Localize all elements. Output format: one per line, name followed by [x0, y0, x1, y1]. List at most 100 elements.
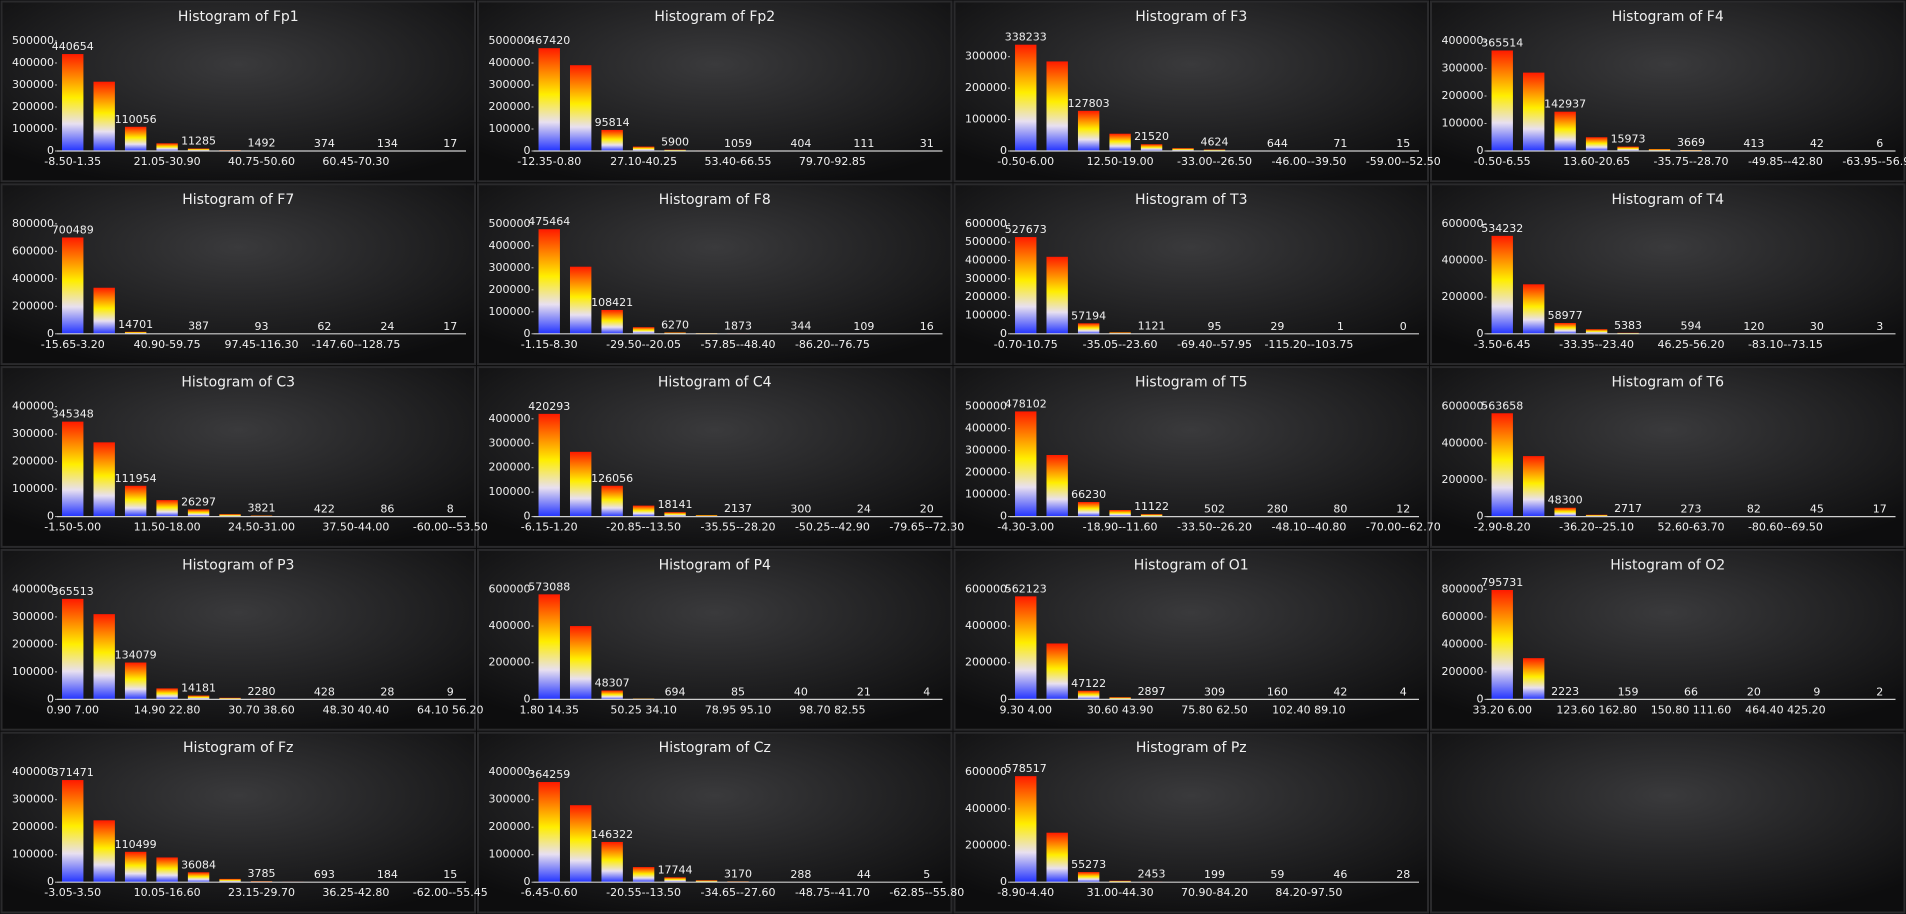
data-label: 3170 — [724, 867, 752, 880]
y-tick-label: 0 — [1000, 510, 1007, 523]
chart-title: Histogram of F7 — [182, 192, 294, 208]
y-tick-label: 400000 — [1442, 253, 1484, 266]
x-tick-label: 14.90 22.80 — [134, 703, 200, 716]
histogram: Histogram of T3 0 100000 200000 300000 400000… — [965, 192, 1419, 351]
y-tick-label: 200000 — [489, 283, 531, 296]
bar — [93, 81, 115, 151]
y-tick-label: 200000 — [12, 100, 54, 113]
y-tick-label: 400000 — [489, 239, 531, 252]
x-tick-label: 13.60-20.65 — [1563, 155, 1630, 168]
bar — [538, 594, 560, 700]
bar — [1015, 411, 1037, 517]
chart-title: Histogram of T4 — [1612, 192, 1725, 208]
data-label: 4 — [923, 685, 930, 698]
x-tick-label: -115.20--103.75 — [1264, 338, 1353, 351]
data-label: 700489 — [52, 223, 94, 236]
y-tick-label: 300000 — [965, 272, 1007, 285]
y-tick-label: 100000 — [489, 305, 531, 318]
x-tick-label: 40.90-59.75 — [134, 338, 201, 351]
x-tick-label: 33.20 6.00 — [1472, 703, 1531, 716]
data-label: 17 — [443, 137, 457, 150]
y-tick-label: 400000 — [489, 765, 531, 778]
bar — [695, 515, 718, 517]
data-label: 467420 — [528, 34, 570, 47]
y-tick-label: 600000 — [965, 582, 1007, 595]
data-label: 562123 — [1005, 582, 1047, 595]
bar — [1522, 284, 1545, 334]
x-tick-label: -69.40--57.95 — [1177, 338, 1252, 351]
x-tick-label: 24.50-31.00 — [228, 521, 295, 534]
bar — [62, 598, 84, 700]
y-tick-label: 100000 — [12, 122, 54, 135]
y-tick-label: 300000 — [965, 444, 1007, 457]
data-label: 365513 — [52, 585, 94, 598]
bar — [156, 143, 178, 151]
x-tick-label: 50.25 34.10 — [610, 703, 676, 716]
y-tick-label: 400000 — [489, 412, 531, 425]
x-tick-label: -8.90-4.40 — [997, 886, 1054, 899]
data-label: 694 — [665, 685, 686, 698]
bar — [1585, 514, 1608, 517]
data-label: 344 — [790, 320, 811, 333]
x-tick-label: 12.50-19.00 — [1087, 155, 1154, 168]
bar — [1046, 643, 1068, 700]
chart-title: Histogram of Fz — [183, 740, 293, 756]
data-label: 47122 — [1071, 677, 1106, 690]
y-tick-label: 0 — [47, 144, 54, 157]
bar — [664, 149, 686, 151]
y-tick-label: 600000 — [1442, 217, 1484, 230]
histogram: Histogram of Fp1 0 100000 200000 300000 40000… — [12, 9, 466, 168]
data-label: 15973 — [1611, 133, 1646, 146]
y-tick-label: 400000 — [1442, 34, 1484, 47]
data-label: 534232 — [1481, 222, 1523, 235]
y-tick-label: 0 — [1477, 510, 1484, 523]
x-tick-label: -48.75--41.70 — [795, 886, 870, 899]
bar — [187, 695, 210, 700]
y-tick-label: 200000 — [965, 839, 1007, 852]
data-label: 184 — [377, 868, 398, 881]
data-label: 475464 — [528, 215, 570, 228]
data-label: 3821 — [248, 502, 276, 515]
bar — [1046, 256, 1068, 334]
x-tick-label: -50.25--42.90 — [795, 521, 870, 534]
y-tick-label: 200000 — [1442, 665, 1484, 678]
data-label: 502 — [1204, 502, 1225, 515]
data-label: 3 — [1876, 320, 1883, 333]
x-tick-label: -63.95--56.90 — [1842, 155, 1906, 168]
y-tick-label: 600000 — [12, 244, 54, 257]
bar — [1077, 323, 1100, 334]
x-tick-label: 30.60 43.90 — [1087, 703, 1153, 716]
chart-title: Histogram of F8 — [659, 192, 771, 208]
data-label: 59 — [1270, 868, 1284, 881]
bar — [93, 614, 115, 700]
y-tick-label: 0 — [1477, 144, 1484, 157]
x-tick-label: -59.00--52.50 — [1366, 155, 1441, 168]
histogram: Histogram of Fz 0 100000 200000 300000 400000… — [12, 740, 488, 899]
data-label: 18141 — [658, 498, 693, 511]
data-label: 24 — [380, 320, 394, 333]
y-tick-label: 600000 — [965, 217, 1007, 230]
y-tick-label: 200000 — [1442, 473, 1484, 486]
data-label: 1059 — [724, 137, 752, 150]
data-label: 15 — [443, 868, 457, 881]
bar — [1491, 589, 1513, 700]
x-tick-label: 78.95 95.10 — [705, 703, 771, 716]
bar — [1015, 44, 1037, 152]
y-tick-label: 300000 — [965, 50, 1007, 63]
data-label: 160 — [1267, 685, 1288, 698]
x-tick-label: -35.75--28.70 — [1654, 155, 1729, 168]
data-label: 95 — [1208, 320, 1222, 333]
data-label: 371471 — [52, 766, 94, 779]
data-label: 31 — [920, 137, 934, 150]
data-label: 563658 — [1481, 399, 1523, 412]
data-label: 12 — [1396, 503, 1410, 516]
data-label: 146322 — [591, 828, 633, 841]
data-label: 46 — [1333, 868, 1347, 881]
bar — [124, 851, 147, 883]
bar — [601, 485, 623, 517]
bar — [1109, 332, 1131, 334]
data-label: 134079 — [115, 649, 157, 662]
y-tick-label: 0 — [47, 327, 54, 340]
data-label: 365514 — [1481, 36, 1523, 49]
y-tick-label: 400000 — [965, 619, 1007, 632]
